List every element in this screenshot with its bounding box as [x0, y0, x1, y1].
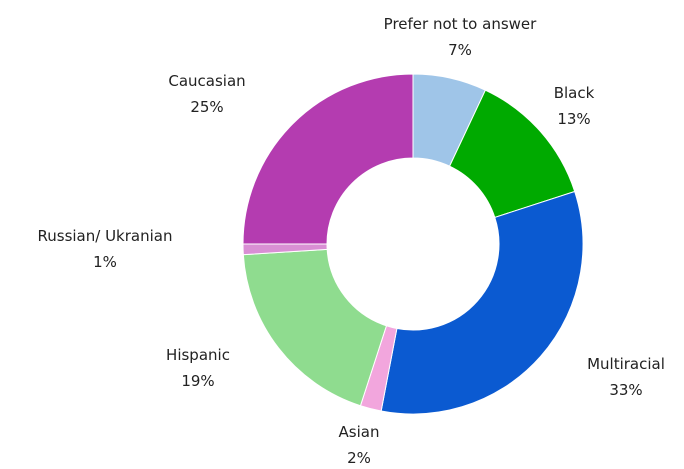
slice-label: Asian	[339, 423, 380, 441]
slice-value-label: 33%	[609, 381, 642, 399]
slice-labels: Prefer not to answer 7% Black 13% Multiracia…	[38, 15, 665, 467]
slice-value-label: 13%	[557, 110, 590, 128]
slice-value-label: 1%	[93, 253, 117, 271]
slice-label: Prefer not to answer	[384, 15, 537, 33]
slice-label: Black	[554, 84, 595, 102]
slice-label: Multiracial	[587, 355, 665, 373]
slice-value-label: 25%	[190, 98, 223, 116]
slice-value-label: 19%	[181, 372, 214, 390]
slice-label: Caucasian	[168, 72, 245, 90]
slice-label: Russian/ Ukranian	[38, 227, 173, 245]
slice-label: Hispanic	[166, 346, 230, 364]
slice-multiracial	[380, 190, 584, 415]
donut-slices	[242, 73, 584, 415]
slice-value-label: 2%	[347, 449, 371, 467]
slice-caucasian	[242, 73, 414, 245]
slice-value-label: 7%	[448, 41, 472, 59]
slice-hispanic	[242, 248, 388, 407]
